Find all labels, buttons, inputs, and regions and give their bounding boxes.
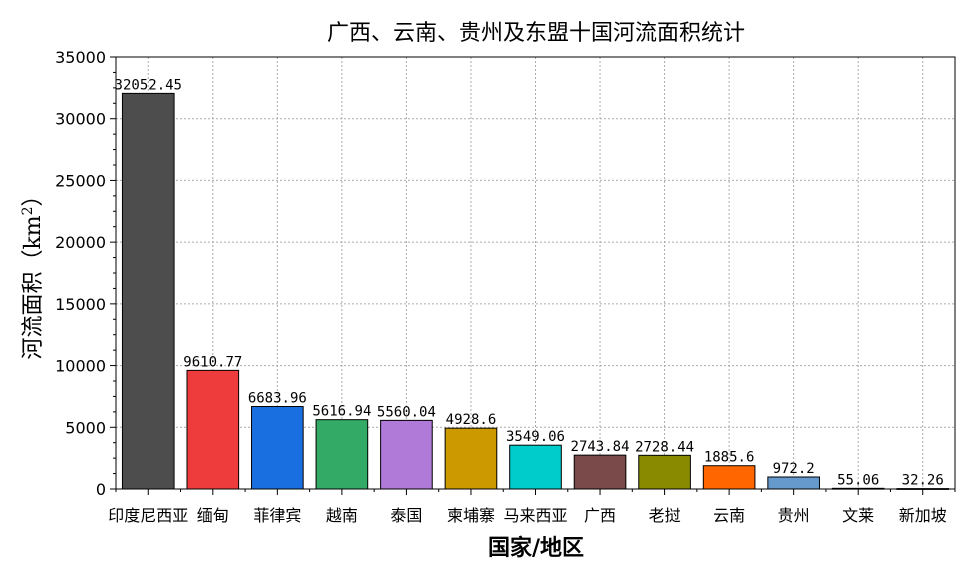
y-tick-label: 15000 — [55, 295, 106, 314]
x-axis: 印度尼西亚 缅甸 菲律宾 越南 泰国 柬埔寨 马来西亚 广西 老挝 云南 贵州 文莱 新加坡 — [108, 489, 956, 525]
x-axis-title: 国家/地区 — [488, 535, 584, 561]
x-tick-label: 贵州 — [778, 506, 810, 525]
x-tick-label: 柬埔寨 — [447, 506, 495, 525]
x-tick-label: 缅甸 — [197, 506, 229, 525]
data-label: 5560.04 — [377, 404, 436, 420]
y-axis-title: 河流面积（km2） — [20, 184, 46, 359]
y-axis-title-end: ） — [21, 184, 46, 206]
data-label: 2728.44 — [635, 439, 694, 455]
y-axis-title-main: 河流面积（km — [21, 215, 46, 359]
y-tick-label: 20000 — [55, 233, 106, 252]
x-tick-label: 新加坡 — [899, 506, 947, 525]
x-tick-label: 印度尼西亚 — [108, 506, 188, 525]
grid-lines — [116, 57, 955, 489]
x-tick-label: 老挝 — [649, 506, 681, 525]
data-label: 32.26 — [902, 473, 944, 489]
data-label: 5616.94 — [312, 404, 371, 420]
x-tick-label: 菲律宾 — [253, 506, 301, 525]
x-tick-label: 泰国 — [390, 506, 422, 525]
y-tick-label: 35000 — [55, 48, 106, 67]
data-label: 6683.96 — [248, 391, 307, 407]
data-label: 4928.6 — [446, 412, 497, 428]
bar — [315, 419, 369, 490]
bar — [251, 406, 304, 490]
x-tick-label: 云南 — [713, 506, 745, 525]
y-tick-label: 5000 — [65, 418, 106, 437]
bar — [767, 476, 820, 490]
data-label: 32052.45 — [115, 77, 182, 93]
chart-title: 广西、云南、贵州及东盟十国河流面积统计 — [327, 21, 745, 46]
x-tick-label: 越南 — [326, 506, 358, 525]
data-labels: 32052.45 9610.77 6683.96 5616.94 5560.04 4928… — [115, 77, 944, 488]
data-label: 1885.6 — [704, 450, 755, 466]
data-label: 55.06 — [837, 472, 879, 488]
x-tick-label: 马来西亚 — [503, 506, 567, 525]
x-tick-label: 广西 — [584, 506, 616, 525]
bar — [509, 444, 562, 490]
bar — [702, 465, 756, 490]
y-tick-label: 0 — [96, 480, 106, 499]
data-label: 3549.06 — [506, 429, 565, 445]
y-tick-label: 25000 — [55, 171, 106, 190]
data-label: 2743.84 — [571, 439, 630, 455]
bars — [121, 92, 950, 490]
y-axis: 0 5000 10000 15000 20000 25000 30000 35000 — [55, 48, 116, 499]
y-tick-label: 10000 — [55, 357, 106, 376]
data-label: 972.2 — [773, 461, 815, 477]
bar — [444, 427, 498, 490]
bar — [186, 369, 240, 490]
bar — [121, 92, 175, 490]
x-tick-label: 文莱 — [842, 506, 874, 525]
y-tick-label: 30000 — [55, 110, 106, 129]
bar — [380, 419, 433, 490]
y-axis-title-sup: 2 — [20, 206, 36, 215]
bar — [638, 454, 691, 490]
data-label: 9610.77 — [183, 354, 242, 370]
bar — [573, 454, 627, 490]
